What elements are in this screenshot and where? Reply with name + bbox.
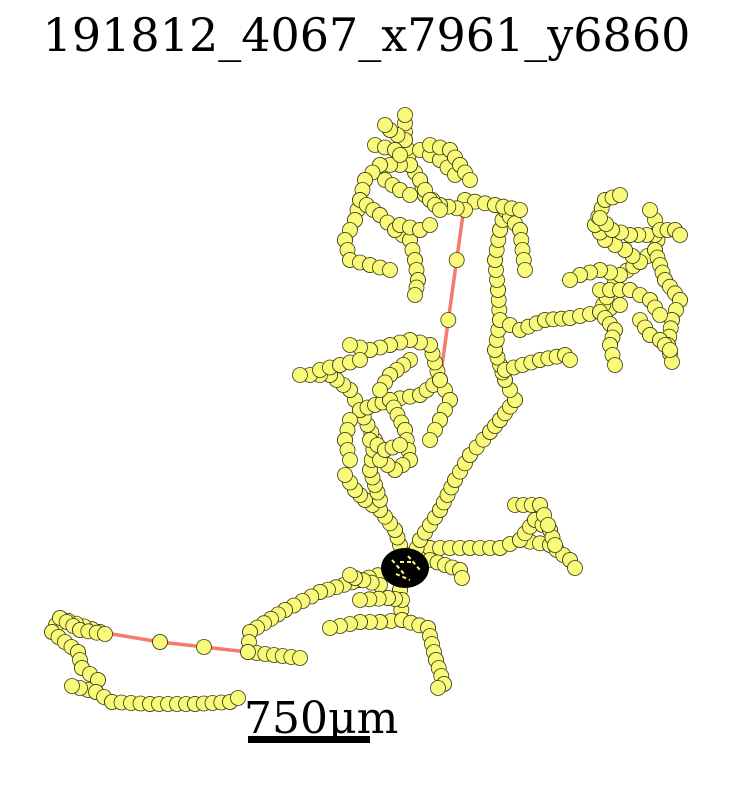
node-marker: [642, 202, 658, 218]
node-marker: [337, 467, 353, 483]
node-marker: [547, 537, 563, 553]
node-marker: [372, 382, 388, 398]
node-marker: [662, 342, 678, 358]
node-marker: [292, 367, 308, 383]
soma: [381, 548, 429, 588]
node-marker: [352, 352, 368, 368]
node-marker: [430, 680, 446, 696]
node-marker: [540, 517, 556, 533]
node-marker: [607, 357, 623, 373]
branch-segment: [438, 198, 467, 382]
node-marker: [454, 570, 470, 586]
node-marker: [567, 560, 583, 576]
node-marker: [422, 432, 438, 448]
soma-detail: [407, 555, 421, 571]
node-markers: [44, 107, 688, 712]
node-marker: [432, 372, 448, 388]
node-marker: [517, 262, 533, 278]
node-marker: [342, 337, 358, 353]
node-marker: [612, 187, 628, 203]
node-marker: [432, 202, 448, 218]
node-marker: [392, 437, 408, 453]
scale-bar: [248, 736, 370, 743]
node-marker: [462, 172, 478, 188]
node-marker: [352, 592, 368, 608]
node-marker: [652, 307, 668, 323]
node-marker: [377, 117, 393, 133]
node-marker: [397, 107, 413, 123]
node-marker: [342, 567, 358, 583]
node-marker: [562, 352, 578, 368]
node-marker: [407, 287, 423, 303]
node-marker: [402, 187, 418, 203]
node-marker: [322, 620, 338, 636]
soma-body: [381, 548, 429, 588]
node-marker: [562, 272, 578, 288]
node-marker: [592, 210, 608, 226]
node-marker: [382, 262, 398, 278]
node-marker: [97, 626, 113, 642]
node-marker: [448, 252, 465, 268]
scale-bar-label: 750μm: [244, 693, 399, 744]
node-marker: [612, 297, 628, 313]
soma-detail: [391, 559, 406, 576]
node-marker: [422, 217, 438, 233]
node-marker: [64, 678, 80, 694]
figure-title: 191812_4067_x7961_y6860: [42, 8, 691, 62]
node-marker: [392, 147, 408, 163]
node-marker: [342, 452, 358, 468]
node-marker: [152, 634, 168, 650]
node-marker: [512, 202, 528, 218]
node-marker: [440, 312, 457, 328]
node-marker: [240, 644, 256, 660]
node-marker: [672, 227, 688, 243]
node-marker: [196, 639, 212, 655]
node-marker: [230, 690, 246, 706]
node-marker: [292, 650, 308, 666]
soma-detail: [395, 573, 411, 581]
